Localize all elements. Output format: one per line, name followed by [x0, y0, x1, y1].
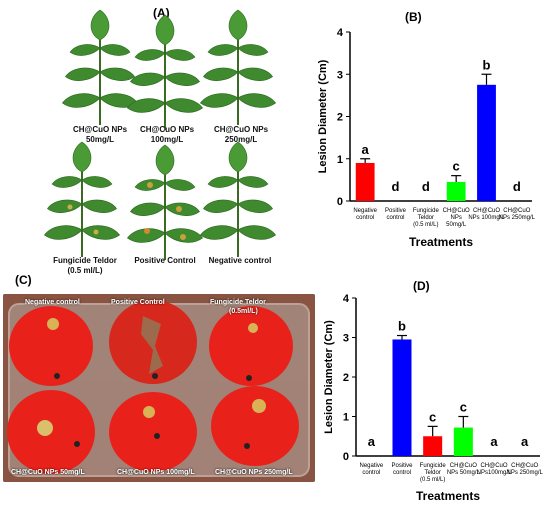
panel-label-b: (B): [405, 10, 422, 24]
bar: [392, 339, 412, 456]
y-tick-label: 0: [337, 196, 343, 208]
leaf-images: [0, 0, 300, 270]
photo-label-positive: Positive Control: [111, 299, 165, 306]
y-tick-label: 4: [337, 27, 344, 39]
significance-letter: d: [422, 179, 430, 194]
leaf-caption-2: CH@CuO NPs 100mg/L: [139, 125, 195, 144]
y-tick-label: 3: [337, 69, 343, 81]
significance-letter: a: [368, 434, 376, 449]
y-tick-label: 4: [343, 293, 350, 305]
chart-b: 0 1 2 3 4 Lesion Diameter (Cm) a Negative contro…: [317, 27, 536, 249]
bar: [477, 84, 496, 201]
bar: [453, 427, 473, 456]
photo-label-negative: Negative control: [25, 299, 80, 306]
category-label: Fungicide Teldor (0.5 ml/L): [420, 463, 447, 483]
significance-letter: a: [490, 434, 498, 449]
tomato-3: [209, 306, 293, 386]
bar: [423, 436, 443, 456]
chart-d: 0 1 2 3 4 Lesion Diameter (Cm) a Negative contro…: [323, 293, 544, 503]
category-label: Positive control: [385, 208, 407, 221]
tomato-4: [7, 390, 95, 474]
tomato-1: [9, 306, 93, 386]
leaf-image-6: [201, 142, 276, 257]
category-label: Positive control: [391, 463, 413, 476]
significance-letter: d: [513, 179, 521, 194]
bar: [355, 162, 375, 201]
significance-letter: c: [453, 159, 460, 174]
leaf-image-5: [128, 145, 203, 260]
leaf-image-1: [63, 10, 138, 125]
tomato-2: [109, 300, 197, 384]
category-label: Negative control: [359, 463, 383, 476]
significance-letter: a: [362, 142, 370, 157]
tomato-5: [109, 392, 197, 472]
category-label: CH@CuO NPs 250mg/L: [499, 208, 536, 221]
tomato-photo: Negative control Positive Control Fungic…: [3, 294, 315, 482]
y-tick-label: 3: [343, 333, 349, 345]
leaf-caption-6: Negative control: [208, 256, 272, 265]
category-label: CH@CuO NPs 50mg/L: [443, 208, 470, 228]
y-tick-label: 1: [343, 412, 349, 424]
category-label: CH@CuO NPs 50mg/L: [447, 463, 481, 476]
y-axis-label: Lesion Diameter (Cm): [323, 320, 335, 434]
photo-label-np250: CH@CuO NPs 250mg/L: [215, 469, 293, 476]
leaf-caption-1: CH@CuO NPs 50mg/L: [72, 125, 128, 144]
category-label: CH@CuO NPs 100mg/L: [468, 208, 505, 221]
leaf-caption-4: Fungicide Teldor (0.5 ml/L): [53, 256, 117, 275]
y-tick-label: 2: [343, 372, 349, 384]
significance-letter: b: [398, 319, 406, 334]
leaf-image-4: [45, 142, 120, 257]
significance-letter: d: [392, 179, 400, 194]
leaf-image-2: [128, 15, 203, 130]
photo-label-np50: CH@CuO NPs 50mg/L: [11, 469, 85, 476]
tomato-6: [211, 386, 299, 466]
significance-letter: c: [460, 400, 467, 415]
category-label: Fungicide Teldor (0.5 ml/L): [413, 208, 440, 228]
significance-letter: c: [429, 409, 436, 424]
significance-letter: a: [521, 434, 529, 449]
y-axis-label: Lesion Diameter (Cm): [317, 59, 329, 173]
panel-label-c: (C): [15, 273, 32, 287]
category-label: CH@CuO NPs100mg/L: [477, 463, 512, 476]
y-tick-label: 2: [337, 112, 343, 124]
leaf-caption-5: Positive Control: [134, 256, 196, 265]
y-tick-label: 1: [337, 154, 343, 166]
category-label: CH@CuO NPs 250mg/L: [506, 463, 543, 476]
photo-label-fungicide: Fungicide Teldor: [210, 299, 266, 306]
y-tick-label: 0: [343, 451, 349, 463]
leaf-caption-3: CH@CuO NPs 250mg/L: [213, 125, 269, 144]
category-label: Negative control: [353, 208, 377, 221]
photo-label-fungicide-dose: (0.5ml/L): [229, 308, 258, 315]
x-axis-label: Treatments: [416, 489, 480, 503]
x-axis-label: Treatments: [409, 235, 473, 249]
photo-label-np100: CH@CuO NPs 100mg/L: [117, 469, 195, 476]
significance-letter: b: [483, 57, 491, 72]
panel-label-d: (D): [413, 279, 430, 293]
bar: [446, 181, 466, 201]
leaf-image-3: [201, 10, 276, 125]
